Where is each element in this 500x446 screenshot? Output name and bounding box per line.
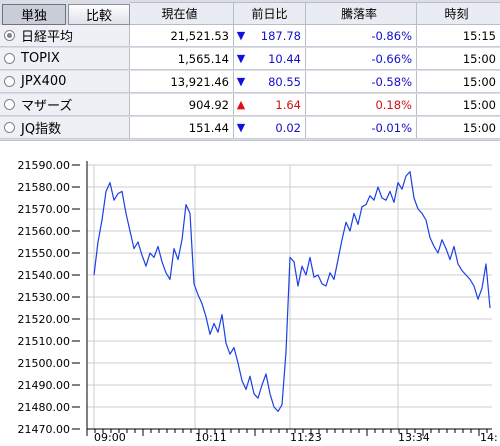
chart-svg: 21590.00 21580.00 21570.00 21560.00 21550.00… bbox=[18, 159, 498, 444]
table-row[interactable]: 日経平均 21,521.53 ▼ 187.78 -0.86% 15:15 bbox=[0, 25, 500, 47]
index-name-cell: TOPIX bbox=[0, 48, 130, 70]
change-value: 10.44 bbox=[248, 48, 306, 70]
y-tick-label: 21530.00 bbox=[18, 291, 71, 304]
down-arrow-icon: ▼ bbox=[234, 48, 248, 70]
y-tick-label: 21480.00 bbox=[18, 401, 71, 414]
radio-button[interactable] bbox=[4, 99, 15, 110]
change-pct-value: -0.58% bbox=[306, 71, 417, 93]
time-value: 15:00 bbox=[417, 48, 500, 70]
change-pct-value: -0.66% bbox=[306, 48, 417, 70]
y-tick-label: 21470.00 bbox=[18, 423, 71, 436]
price-series-line bbox=[93, 171, 491, 412]
header-time[interactable]: 時刻 bbox=[417, 2, 500, 25]
x-tick-label: 14: bbox=[480, 431, 498, 444]
radio-button[interactable] bbox=[4, 122, 15, 133]
tab-single[interactable]: 単独 bbox=[2, 4, 66, 25]
price-value: 21,521.53 bbox=[130, 25, 234, 47]
time-value: 15:00 bbox=[417, 71, 500, 93]
down-arrow-icon: ▼ bbox=[234, 71, 248, 93]
y-tick-label: 21590.00 bbox=[18, 159, 71, 172]
index-name: JQ指数 bbox=[21, 122, 62, 137]
radio-button[interactable] bbox=[4, 30, 15, 41]
change-value: 80.55 bbox=[248, 71, 306, 93]
intraday-chart: 21590.00 21580.00 21570.00 21560.00 21550.00… bbox=[0, 140, 500, 446]
y-tick-label: 21520.00 bbox=[18, 313, 71, 326]
table-row[interactable]: JPX400 13,921.46 ▼ 80.55 -0.58% 15:00 bbox=[0, 71, 500, 93]
change-value: 1.64 bbox=[248, 94, 306, 116]
table-row[interactable]: マザーズ 904.92 ▲ 1.64 0.18% 15:00 bbox=[0, 94, 500, 116]
price-value: 1,565.14 bbox=[130, 48, 234, 70]
y-tick-label: 21500.00 bbox=[18, 357, 71, 370]
index-name-cell: JQ指数 bbox=[0, 117, 130, 139]
quote-table: 単独 比較 現在値 前日比 騰落率 時刻 日経平均 21,521.53 ▼ 18… bbox=[0, 0, 500, 140]
x-tick-label: 09:00 bbox=[94, 431, 126, 444]
time-value: 15:15 bbox=[417, 25, 500, 47]
index-name-cell: 日経平均 bbox=[0, 25, 130, 47]
header-time-label: 時刻 bbox=[444, 7, 469, 21]
header-price[interactable]: 現在値 bbox=[130, 2, 234, 25]
tab-compare[interactable]: 比較 bbox=[68, 4, 130, 25]
index-name-cell: JPX400 bbox=[0, 71, 130, 93]
change-pct-value: -0.86% bbox=[306, 25, 417, 47]
y-tick-label: 21560.00 bbox=[18, 225, 71, 238]
down-arrow-icon: ▼ bbox=[234, 25, 248, 47]
index-name: マザーズ bbox=[21, 99, 73, 114]
change-pct-value: 0.18% bbox=[306, 94, 417, 116]
up-arrow-icon: ▲ bbox=[234, 94, 248, 116]
radio-button[interactable] bbox=[4, 76, 15, 87]
tab-compare-label: 比較 bbox=[85, 9, 112, 24]
y-tick-label: 21550.00 bbox=[18, 247, 71, 260]
change-pct-value: -0.01% bbox=[306, 117, 417, 139]
index-name: JPX400 bbox=[21, 74, 67, 89]
radio-button[interactable] bbox=[4, 53, 15, 64]
table-row[interactable]: TOPIX 1,565.14 ▼ 10.44 -0.66% 15:00 bbox=[0, 48, 500, 70]
tab-single-label: 単独 bbox=[20, 9, 47, 24]
x-tick-label: 10:11 bbox=[195, 431, 227, 444]
header-price-label: 現在値 bbox=[161, 7, 198, 21]
header-change-pct-label: 騰落率 bbox=[340, 7, 377, 21]
price-value: 151.44 bbox=[130, 117, 234, 139]
y-tick-label: 21510.00 bbox=[18, 335, 71, 348]
price-value: 13,921.46 bbox=[130, 71, 234, 93]
index-name: TOPIX bbox=[21, 51, 60, 66]
x-tick-label: 11:23 bbox=[290, 431, 322, 444]
change-value: 0.02 bbox=[248, 117, 306, 139]
y-tick-label: 21570.00 bbox=[18, 203, 71, 216]
table-header: 単独 比較 現在値 前日比 騰落率 時刻 bbox=[0, 2, 500, 25]
time-value: 15:00 bbox=[417, 117, 500, 139]
time-value: 15:00 bbox=[417, 94, 500, 116]
header-change-label: 前日比 bbox=[251, 7, 288, 21]
down-arrow-icon: ▼ bbox=[234, 117, 248, 139]
y-tick-label: 21540.00 bbox=[18, 269, 71, 282]
change-value: 187.78 bbox=[248, 25, 306, 47]
y-tick-label: 21490.00 bbox=[18, 379, 71, 392]
header-change-pct[interactable]: 騰落率 bbox=[306, 2, 417, 25]
x-tick-label: 13:34 bbox=[398, 431, 430, 444]
index-name: 日経平均 bbox=[21, 30, 74, 45]
price-value: 904.92 bbox=[130, 94, 234, 116]
table-row[interactable]: JQ指数 151.44 ▼ 0.02 -0.01% 15:00 bbox=[0, 117, 500, 139]
index-name-cell: マザーズ bbox=[0, 94, 130, 116]
y-tick-label: 21580.00 bbox=[18, 181, 71, 194]
header-change[interactable]: 前日比 bbox=[234, 2, 306, 25]
